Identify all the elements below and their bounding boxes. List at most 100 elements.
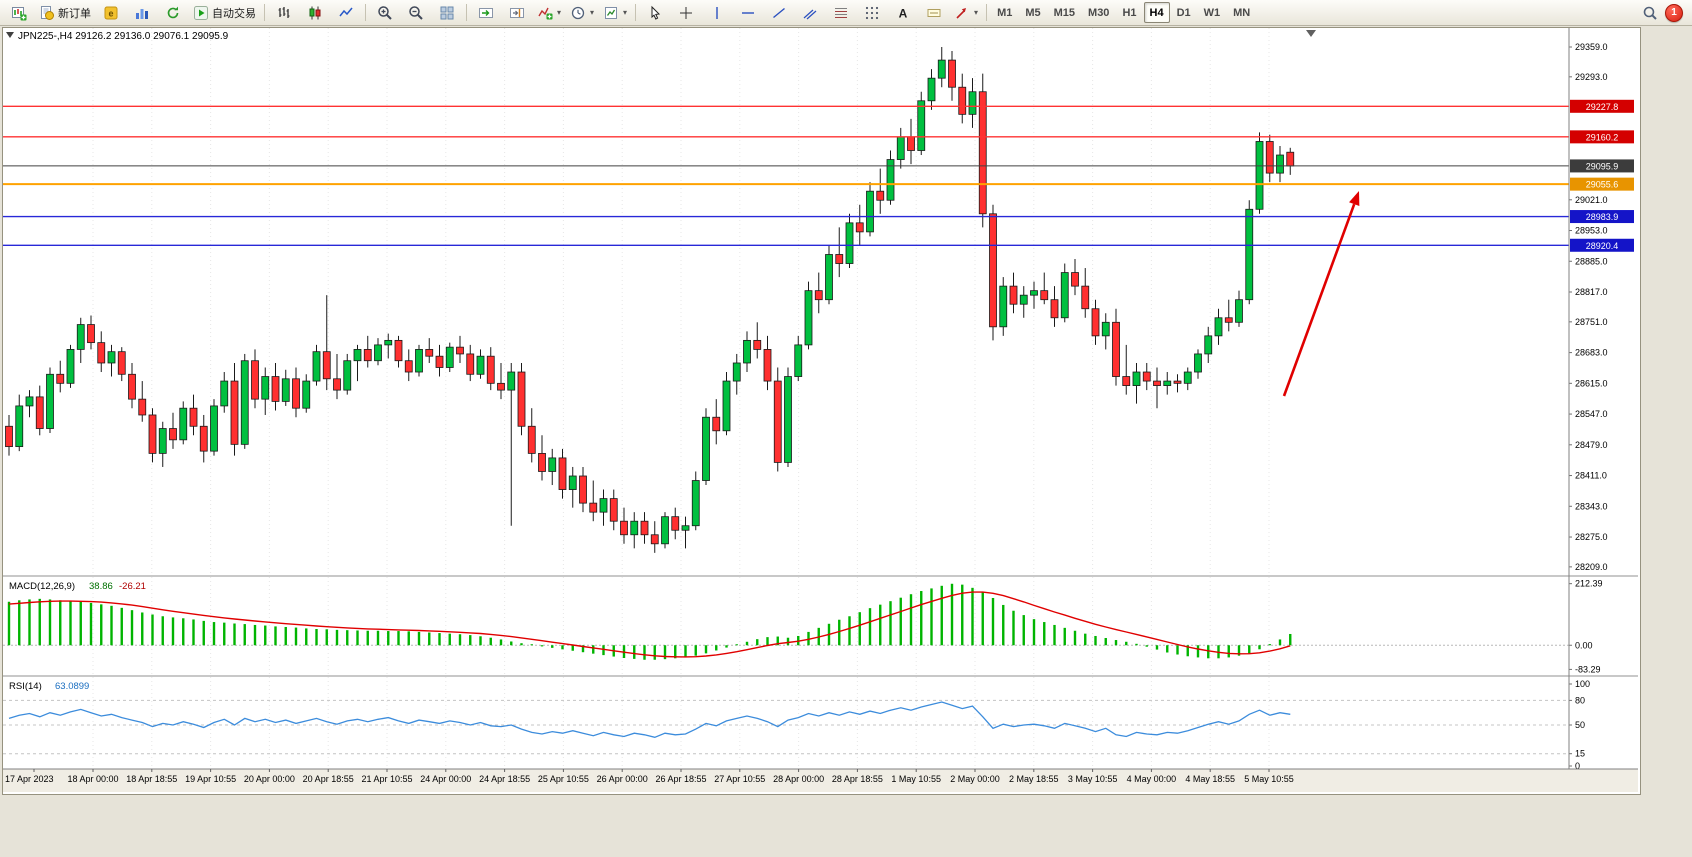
trendline-icon <box>773 7 785 18</box>
notification-badge[interactable]: 1 <box>1665 3 1683 22</box>
new-order-button[interactable]: 新订单 <box>35 1 95 24</box>
timeframe-d1-button[interactable]: D1 <box>1176 6 1191 19</box>
time-axis-label: 18 Apr 18:55 <box>126 774 177 784</box>
fibonacci-button[interactable] <box>826 1 856 24</box>
profiles-button[interactable] <box>127 1 157 24</box>
price-badge-28920.4 <box>1570 238 1634 252</box>
horizontal-line-objects: 29227.8 29160.2 29095.9 29055.6 28983.9 28920… <box>3 99 1634 252</box>
new-chart-button[interactable] <box>4 1 34 24</box>
time-axis-label: 2 May 00:00 <box>950 774 1000 784</box>
time-axis-label: 24 Apr 18:55 <box>479 774 530 784</box>
price-axis-label: 28343.0 <box>1575 501 1608 511</box>
chart-canvas[interactable]: 29227.8 29160.2 29095.9 29055.6 28983.9 28920… <box>3 28 1638 792</box>
tile-windows-button[interactable] <box>432 1 462 24</box>
new-chart-icon <box>12 6 27 20</box>
symbol-menu-icon[interactable] <box>6 32 14 38</box>
price-axis[interactable]: 29359.0 29293.0 29021.0 28953.0 28885.0 28817… <box>1569 42 1608 572</box>
horizontal-line-icon <box>742 11 755 14</box>
autotrading-button[interactable]: 自动交易 <box>189 1 260 24</box>
toolbar-separator <box>986 4 988 21</box>
text-label-icon <box>927 8 941 17</box>
candlestick-series <box>5 46 1295 553</box>
toolbar-separator <box>635 4 637 21</box>
toolbar: 新订单 e 自动交易 ▾ ▾ ▾ A ▾ M1 M5 M15 M30 H1 H4 D1 W1 MN 1 <box>0 0 1692 26</box>
chart-shift-marker[interactable] <box>1306 30 1316 37</box>
metaeditor-button[interactable]: e <box>96 1 126 24</box>
macd-axis-label: 0.00 <box>1575 640 1593 650</box>
price-badge-29095.9 <box>1570 159 1634 173</box>
price-axis-label: 28275.0 <box>1575 532 1608 542</box>
zoom-out-icon <box>409 5 423 20</box>
equidistant-channel-button[interactable] <box>795 1 825 24</box>
price-axis-label: 28411.0 <box>1575 471 1607 481</box>
time-axis-label: 4 May 00:00 <box>1127 774 1177 784</box>
templates-button[interactable]: ▾ <box>599 1 631 24</box>
shapes-button[interactable] <box>857 1 887 24</box>
bar-chart-type-button[interactable] <box>269 1 299 24</box>
svg-text:A: A <box>899 6 908 20</box>
cursor-button[interactable] <box>640 1 670 24</box>
time-axis-label: 3 May 10:55 <box>1068 774 1118 784</box>
rsi-panel[interactable]: 100 80 50 15 0 <box>3 679 1590 771</box>
price-axis-label: 28547.0 <box>1575 409 1608 419</box>
price-badge-label: 28983.9 <box>1586 212 1619 222</box>
periods-button[interactable]: ▾ <box>566 1 598 24</box>
indicators-button[interactable]: ▾ <box>533 1 565 24</box>
time-axis-label: 4 May 18:55 <box>1185 774 1235 784</box>
price-axis-label: 29293.0 <box>1575 72 1608 82</box>
price-badge-label: 28920.4 <box>1586 241 1619 251</box>
time-axis[interactable]: 17 Apr 2023 18 Apr 00:00 18 Apr 18:55 19 Ap… <box>5 769 1294 784</box>
new-order-label: 新订单 <box>58 7 91 20</box>
candlestick-chart-type-button[interactable] <box>300 1 330 24</box>
price-badge-29055.6 <box>1570 177 1634 191</box>
text-button[interactable]: A <box>888 1 918 24</box>
vertical-line-button[interactable] <box>702 1 732 24</box>
zoom-in-button[interactable] <box>370 1 400 24</box>
text-label-button[interactable] <box>919 1 949 24</box>
macd-axis-label: 212.39 <box>1575 579 1603 589</box>
timeframe-m5-button[interactable]: M5 <box>1025 6 1041 19</box>
toolbar-separator <box>365 4 366 21</box>
zoom-out-button[interactable] <box>401 1 431 24</box>
time-axis-label: 27 Apr 10:55 <box>714 774 765 784</box>
candlestick-chart-type-icon <box>309 6 321 19</box>
crosshair-button[interactable] <box>671 1 701 24</box>
svg-text:e: e <box>108 8 113 18</box>
indicators-icon <box>538 7 553 19</box>
chart-shift-icon <box>510 7 524 18</box>
timeframe-mn-button[interactable]: MN <box>1233 6 1251 19</box>
timeframe-m30-button[interactable]: M30 <box>1088 6 1110 19</box>
svg-text:-26.21: -26.21 <box>119 581 146 592</box>
svg-text:RSI(14): RSI(14) <box>9 681 42 692</box>
price-badge-29227.8 <box>1570 99 1634 113</box>
time-axis-label: 20 Apr 18:55 <box>303 774 354 784</box>
refresh-button[interactable] <box>158 1 188 24</box>
timeframe-m1-button[interactable]: M1 <box>997 6 1013 19</box>
price-badge-28983.9 <box>1570 210 1634 224</box>
timeframe-h1-button[interactable]: H1 <box>1122 6 1137 19</box>
time-axis-label: 17 Apr 2023 <box>5 774 54 784</box>
time-axis-label: 19 Apr 10:55 <box>185 774 236 784</box>
rsi-line <box>8 701 1291 738</box>
time-axis-label: 28 Apr 00:00 <box>773 774 824 784</box>
line-chart-type-button[interactable] <box>331 1 361 24</box>
search-icon[interactable] <box>1642 5 1658 21</box>
price-axis-label: 28817.0 <box>1575 287 1608 297</box>
chart-shift-button[interactable] <box>502 1 532 24</box>
rsi-label: RSI(14) 63.0899 <box>9 681 89 692</box>
timeframe-w1-button[interactable]: W1 <box>1203 6 1221 19</box>
arrows-icon <box>956 7 967 19</box>
arrows-button[interactable]: ▾ <box>950 1 982 24</box>
rsi-axis-label: 0 <box>1575 761 1580 771</box>
horizontal-line-button[interactable] <box>733 1 763 24</box>
timeframe-h4-button[interactable]: H4 <box>1143 2 1170 23</box>
auto-scroll-button[interactable] <box>471 1 501 24</box>
arrow-annotation[interactable] <box>1282 191 1360 397</box>
rsi-axis-label: 80 <box>1575 695 1585 705</box>
trendline-button[interactable] <box>764 1 794 24</box>
time-axis-label: 1 May 10:55 <box>891 774 941 784</box>
zoom-in-icon <box>378 5 392 20</box>
macd-panel[interactable]: 212.39 0.00 -83.29 <box>3 579 1603 675</box>
metaeditor-icon: e <box>104 6 118 19</box>
timeframe-m15-button[interactable]: M15 <box>1053 6 1076 19</box>
